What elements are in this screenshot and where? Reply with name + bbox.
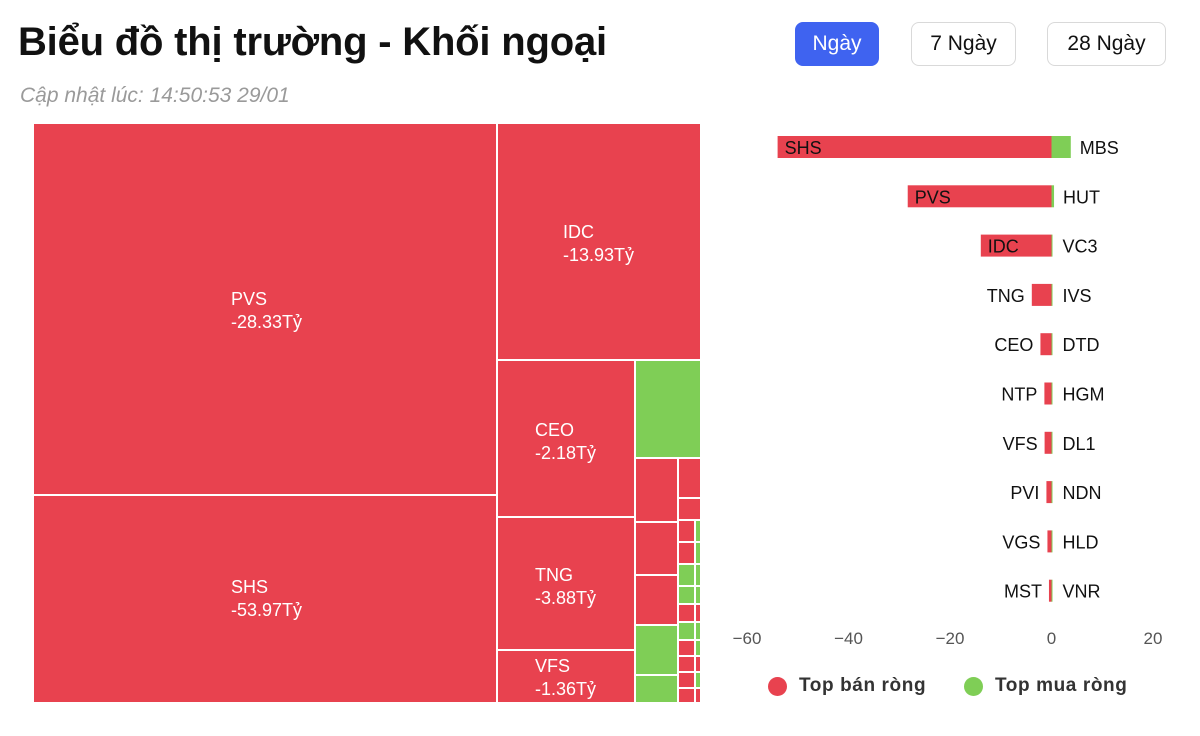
treemap-small-tile[interactable] [678,586,695,604]
treemap-small-tile[interactable] [635,458,678,522]
treemap-small-tile[interactable] [695,656,701,672]
legend-net-sell-label: Top bán ròng [799,675,927,696]
treemap-small-tile[interactable] [678,656,695,672]
x-axis-tick-label: −60 [733,629,762,648]
buy-bar-dl1[interactable] [1051,431,1053,454]
treemap-tile-label: CEO -2.18Tỷ [535,420,597,463]
sell-bar-label: PVI [1010,483,1039,503]
sell-bar-label: CEO [994,335,1033,355]
treemap-small-tile[interactable] [678,604,695,622]
buy-bar-ivs[interactable] [1051,283,1053,306]
treemap-small-tile[interactable] [695,564,701,586]
foreign-flow-treemap: PVS -28.33Tỷ SHS -53.97Tỷ IDC -13.93Tỷ CEO -2.1… [33,123,701,703]
sell-bar-tng[interactable] [1031,283,1052,306]
sell-bar-label: PVS [915,187,951,207]
buy-bar-label: NDN [1063,483,1102,503]
last-updated-timestamp: Cập nhật lúc: 14:50:53 29/01 [20,84,290,107]
treemap-small-tile[interactable] [678,688,695,703]
treemap-small-tile[interactable] [635,625,678,675]
treemap-tile-vfs[interactable]: VFS -1.36Tỷ [497,650,635,703]
treemap-small-tile[interactable] [695,688,701,703]
treemap-small-tile[interactable] [678,458,701,498]
treemap-tile-label: IDC -13.93Tỷ [563,222,635,265]
period-7-days-button[interactable]: 7 Ngày [911,22,1016,66]
buy-bar-dtd[interactable] [1051,333,1053,356]
buy-bar-label: HLD [1063,532,1099,552]
sell-bar-ceo[interactable] [1040,333,1052,356]
period-28-days-button[interactable]: 28 Ngày [1047,22,1166,66]
treemap-tile-shs[interactable]: SHS -53.97Tỷ [33,495,497,703]
treemap-small-tile[interactable] [695,586,701,604]
treemap-small-tile[interactable] [678,542,695,564]
sell-bar-pvs[interactable] [907,185,1052,208]
treemap-small-tile[interactable] [635,360,701,458]
sell-bar-mst[interactable] [1048,579,1052,602]
buy-bar-label: VNR [1063,582,1101,602]
sell-bar-vfs[interactable] [1044,431,1052,454]
x-axis-tick-label: 20 [1144,629,1163,648]
sell-bar-shs[interactable] [777,136,1052,158]
treemap-small-tile[interactable] [635,575,678,625]
buy-bar-hld[interactable] [1051,530,1053,553]
sell-bar-label: TNG [987,286,1025,306]
sell-bar-vgs[interactable] [1047,530,1052,553]
buy-bar-label: DTD [1063,335,1100,355]
legend-item-net-buy[interactable]: Top mua ròng [964,674,1127,698]
sell-bar-label: VGS [1002,532,1040,552]
page-title: Biểu đồ thị trường - Khối ngoại [18,20,607,64]
treemap-small-tile[interactable] [635,522,678,575]
x-axis-tick-label: −40 [834,629,863,648]
buy-bar-label: VC3 [1063,237,1098,257]
buy-bar-vnr[interactable] [1051,579,1053,602]
legend-net-buy-label: Top mua ròng [995,675,1128,696]
sell-bar-label: SHS [785,138,822,158]
treemap-tile-label: TNG -3.88Tỷ [535,565,597,608]
treemap-small-tile[interactable] [678,520,695,542]
treemap-small-tile[interactable] [695,672,701,688]
buy-bar-label: MBS [1080,138,1119,158]
buy-bar-label: IVS [1063,286,1092,306]
treemap-tile-idc[interactable]: IDC -13.93Tỷ [497,123,701,360]
x-axis-tick-label: 0 [1047,629,1056,648]
buy-bar-vc3[interactable] [1051,234,1053,257]
sell-bar-idc[interactable] [980,234,1052,257]
treemap-small-tile[interactable] [678,564,695,586]
sell-bar-label: NTP [1001,385,1037,405]
treemap-tile-tng[interactable]: TNG -3.88Tỷ [497,517,635,650]
treemap-tile-label: SHS -53.97Tỷ [231,577,303,620]
buy-bar-ndn[interactable] [1051,481,1053,504]
treemap-small-tile[interactable] [695,520,701,542]
legend-item-net-sell[interactable]: Top bán ròng [768,674,926,698]
sell-bar-label: IDC [988,237,1019,257]
buy-bar-label: HGM [1063,385,1105,405]
x-axis-tick-label: −20 [936,629,965,648]
buy-bar-hut[interactable] [1051,185,1055,208]
treemap-tile-label: PVS -28.33Tỷ [231,289,303,332]
sell-bar-label: VFS [1003,434,1038,454]
top-net-flow-bar-chart: SHS PVS IDC TNG CEO NTP VFS PVI VGS MST MBS HUT VC3 I… [733,136,1163,648]
sell-bar-pvi[interactable] [1046,481,1052,504]
treemap-small-tile[interactable] [678,640,695,656]
sell-bar-ntp[interactable] [1044,382,1052,405]
period-day-button[interactable]: Ngày [795,22,879,66]
buy-bar-label: HUT [1063,187,1100,207]
treemap-small-tile[interactable] [695,604,701,622]
treemap-small-tile[interactable] [678,498,701,520]
treemap-small-tile[interactable] [695,542,701,564]
buy-bar-label: DL1 [1063,434,1096,454]
sell-bar-label: MST [1004,582,1042,602]
treemap-small-tile[interactable] [678,622,695,640]
buy-bar-mbs[interactable] [1051,136,1071,158]
treemap-tile-ceo[interactable]: CEO -2.18Tỷ [497,360,635,517]
treemap-tile-pvs[interactable]: PVS -28.33Tỷ [33,123,497,495]
treemap-small-tile[interactable] [695,640,701,656]
treemap-small-tile[interactable] [695,622,701,640]
buy-bar-hgm[interactable] [1051,382,1053,405]
treemap-small-tile[interactable] [678,672,695,688]
treemap-tile-label: VFS -1.36Tỷ [535,656,597,699]
treemap-small-tile[interactable] [635,675,678,703]
legend-net-buy-swatch [964,676,983,696]
legend-net-sell-swatch [768,676,787,696]
